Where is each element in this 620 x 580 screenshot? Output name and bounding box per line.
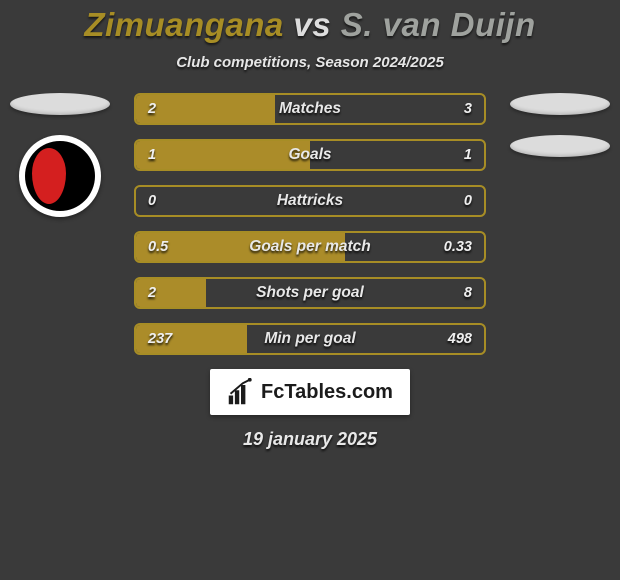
stat-bars: 23Matches 11Goals 0 0Hattricks 0.50.33Goals … [134,93,486,355]
player2-photo-placeholder [510,93,610,115]
player1-club-badge [19,135,101,217]
stat-value-right: 1 [464,141,472,169]
title-player1: Zimuangana [84,6,283,43]
stat-row: 28Shots per goal [134,277,486,309]
title-player2: S. van Duijn [341,6,536,43]
stat-fill-left [136,141,310,169]
stat-value-right: 8 [464,279,472,307]
stat-value-right: 3 [464,95,472,123]
subtitle: Club competitions, Season 2024/2025 [0,54,620,71]
logo-suffix: .com [346,381,393,403]
stat-row: 237498Min per goal [134,323,486,355]
fctables-logo-text: FcTables.com [261,381,393,404]
stat-row: 0.50.33Goals per match [134,231,486,263]
fctables-logo-icon [227,378,255,406]
player2-club-placeholder [510,135,610,157]
title-vs: vs [293,6,331,43]
stat-fill-left [136,95,275,123]
stat-row: 11Goals [134,139,486,171]
stat-value-right: 0.33 [444,233,472,261]
comparison-infographic: Zimuangana vs S. van Duijn Club competit… [0,0,620,580]
main-area: 23Matches 11Goals 0 0Hattricks 0.50.33Goals … [0,93,620,355]
left-column [5,93,115,217]
stat-row: 23Matches [134,93,486,125]
logo-prefix: Fc [261,381,284,403]
stat-fill-left [136,233,345,261]
branding-badge: FcTables.com [210,369,410,415]
stat-row: 0 0Hattricks [134,185,486,217]
title: Zimuangana vs S. van Duijn [0,6,620,44]
stat-fill-left [136,325,247,353]
date-label: 19 january 2025 [0,429,620,450]
stat-value-right: 498 [448,325,472,353]
stat-value-right: 0 [464,187,472,215]
right-column [505,93,615,157]
logo-main: Tables [284,381,346,403]
stat-value-left: 0 [148,187,156,215]
stat-fill-left [136,279,206,307]
stat-label: Hattricks [136,187,484,215]
player1-photo-placeholder [10,93,110,115]
